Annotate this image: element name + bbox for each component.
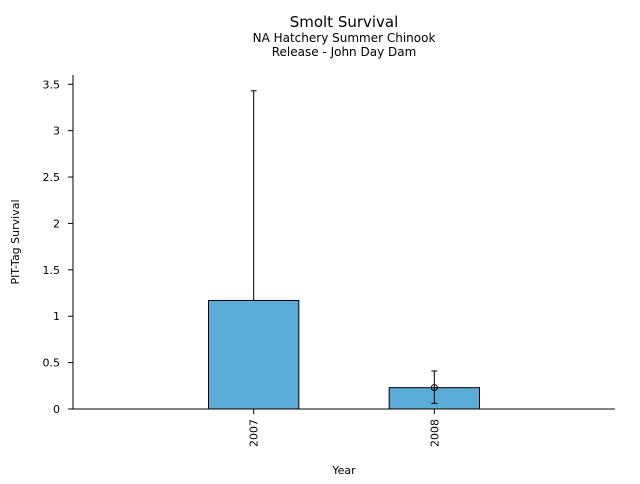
y-tick-label: 2.5: [43, 171, 61, 184]
error-bars: [250, 90, 438, 404]
x-tick-label: 2007: [248, 419, 261, 447]
chart-subtitle-line-1: NA Hatchery Summer Chinook: [252, 31, 436, 45]
y-tick-label: 3: [53, 125, 60, 138]
bars: [208, 299, 480, 410]
y-tick-label: 3.5: [43, 78, 61, 91]
y-tick-label: 2: [53, 217, 60, 230]
bar-2007: [208, 299, 300, 410]
y-tick-label: 0.5: [43, 357, 61, 370]
y-axis-ticks: 0 0.5 1 1.5 2 2.5 3 3.5: [43, 78, 73, 416]
x-tick-label: 2008: [428, 419, 441, 447]
y-axis-label: PIT-Tag Survival: [9, 199, 22, 284]
x-axis-label: Year: [331, 464, 356, 477]
x-axis-ticks: 2007 2008: [248, 409, 441, 447]
y-tick-label: 1.5: [43, 264, 61, 277]
chart-subtitle-line-2: Release - John Day Dam: [271, 45, 417, 59]
y-tick-label: 1: [53, 310, 60, 323]
y-tick-label: 0: [53, 403, 60, 416]
point-marker-2008: [430, 384, 438, 392]
chart-title: Smolt Survival: [289, 13, 399, 31]
